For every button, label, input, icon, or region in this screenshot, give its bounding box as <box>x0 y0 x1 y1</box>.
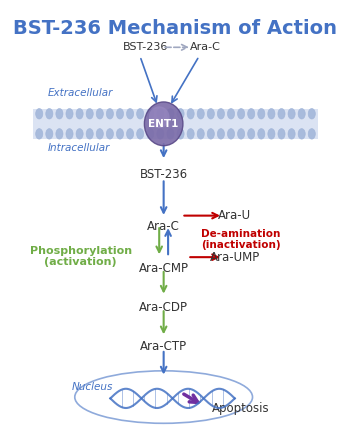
Circle shape <box>96 128 103 139</box>
Circle shape <box>227 109 234 119</box>
Circle shape <box>76 109 83 119</box>
Circle shape <box>278 109 285 119</box>
Circle shape <box>298 128 305 139</box>
Text: (activation): (activation) <box>44 257 117 267</box>
Text: Apoptosis: Apoptosis <box>212 402 270 415</box>
Circle shape <box>288 128 295 139</box>
Circle shape <box>238 128 245 139</box>
Text: Phosphorylation: Phosphorylation <box>29 246 132 256</box>
Circle shape <box>106 128 113 139</box>
Circle shape <box>268 109 275 119</box>
Text: Ara-C: Ara-C <box>147 220 180 233</box>
Circle shape <box>117 128 124 139</box>
Circle shape <box>298 109 305 119</box>
Text: Ara-UMP: Ara-UMP <box>210 251 260 264</box>
Circle shape <box>137 128 144 139</box>
Circle shape <box>207 128 214 139</box>
Circle shape <box>258 128 265 139</box>
Circle shape <box>46 109 53 119</box>
Circle shape <box>56 128 63 139</box>
Text: BST-236: BST-236 <box>140 168 188 180</box>
Circle shape <box>86 128 93 139</box>
Text: BST-236 Mechanism of Action: BST-236 Mechanism of Action <box>13 19 338 38</box>
Circle shape <box>66 109 73 119</box>
Circle shape <box>197 109 204 119</box>
Circle shape <box>217 109 225 119</box>
Text: Ara-CMP: Ara-CMP <box>139 261 188 275</box>
Circle shape <box>167 109 174 119</box>
Circle shape <box>268 128 275 139</box>
Text: Ara-CTP: Ara-CTP <box>140 340 187 353</box>
Circle shape <box>46 128 53 139</box>
Circle shape <box>126 128 134 139</box>
Text: Intracellular: Intracellular <box>48 143 111 154</box>
Circle shape <box>248 109 255 119</box>
Circle shape <box>147 128 154 139</box>
Circle shape <box>147 109 154 119</box>
Circle shape <box>157 109 164 119</box>
Circle shape <box>187 109 194 119</box>
Text: Ara-U: Ara-U <box>218 209 251 222</box>
Circle shape <box>238 109 245 119</box>
Text: ENT1: ENT1 <box>148 119 179 129</box>
Text: (inactivation): (inactivation) <box>201 240 280 249</box>
Ellipse shape <box>144 102 183 146</box>
Circle shape <box>137 109 144 119</box>
Circle shape <box>167 128 174 139</box>
Circle shape <box>278 128 285 139</box>
Circle shape <box>76 128 83 139</box>
Circle shape <box>227 128 234 139</box>
Circle shape <box>177 109 184 119</box>
Circle shape <box>197 128 204 139</box>
Ellipse shape <box>149 106 170 128</box>
Circle shape <box>308 109 315 119</box>
Circle shape <box>207 109 214 119</box>
Circle shape <box>258 109 265 119</box>
Text: Extracellular: Extracellular <box>48 88 113 98</box>
Circle shape <box>96 109 103 119</box>
Text: Nucleus: Nucleus <box>72 382 113 392</box>
Text: Ara-C: Ara-C <box>190 42 220 52</box>
Text: Ara-CDP: Ara-CDP <box>139 301 188 314</box>
Circle shape <box>117 109 124 119</box>
Circle shape <box>86 109 93 119</box>
Circle shape <box>106 109 113 119</box>
Text: De-amination: De-amination <box>201 229 280 239</box>
FancyBboxPatch shape <box>33 109 318 139</box>
Circle shape <box>36 109 43 119</box>
Text: BST-236: BST-236 <box>123 42 168 52</box>
Circle shape <box>288 109 295 119</box>
Circle shape <box>187 128 194 139</box>
Circle shape <box>36 128 43 139</box>
Circle shape <box>217 128 225 139</box>
Circle shape <box>56 109 63 119</box>
Circle shape <box>66 128 73 139</box>
Circle shape <box>248 128 255 139</box>
Circle shape <box>177 128 184 139</box>
Circle shape <box>126 109 134 119</box>
Circle shape <box>308 128 315 139</box>
Circle shape <box>157 128 164 139</box>
